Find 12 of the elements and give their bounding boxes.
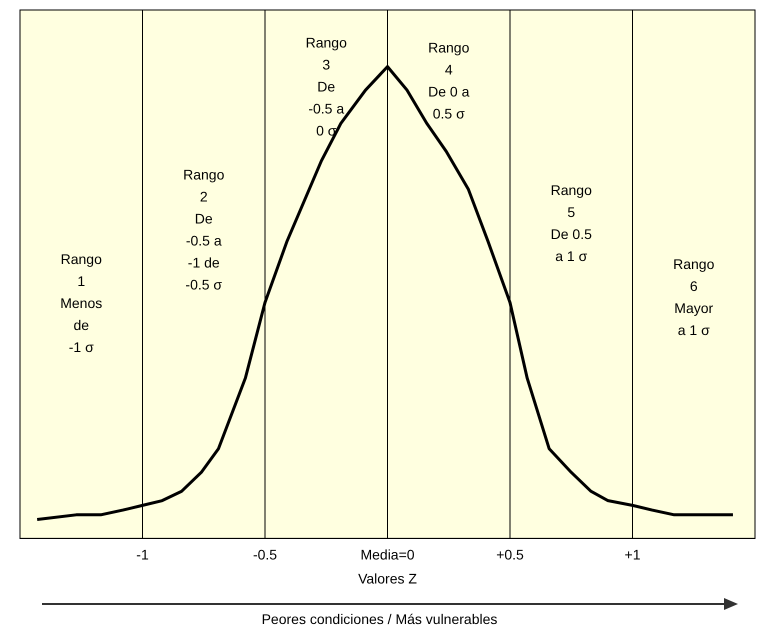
x-tick-label: -0.5 [252,546,278,563]
x-tick-label: Media=0 [360,546,415,563]
x-axis-title: Valores Z [358,570,418,586]
band-label: Rango 2 De -0.5 a -1 de -0.5 σ [183,166,225,292]
x-tick-label: -1 [136,546,149,563]
band-label: Rango 1 Menos de -1 σ [60,250,102,355]
band-label: Rango 5 De 0.5 a 1 σ [550,182,592,264]
x-tick-label: +0.5 [496,546,524,563]
band-label: Rango 4 De 0 a 0.5 σ [428,40,470,122]
band-label: Rango 6 Mayor a 1 σ [673,256,715,338]
text: Peores condiciones / Más vulnerables [260,611,498,627]
x-tick-label: +1 [624,546,641,563]
